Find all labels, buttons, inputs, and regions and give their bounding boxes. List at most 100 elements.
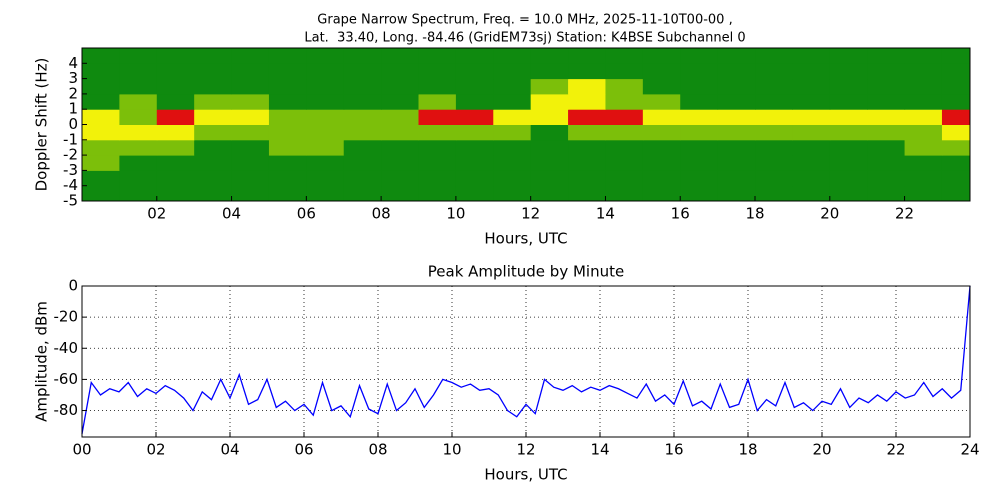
heatmap-cell xyxy=(306,93,345,110)
heatmap-cell xyxy=(755,63,793,80)
heatmap-cell xyxy=(381,63,420,80)
heatmap-cell xyxy=(156,155,195,171)
heatmap-cell xyxy=(306,155,345,171)
heatmap-cell xyxy=(530,48,569,64)
heatmap-cell xyxy=(418,170,457,187)
heatmap-cell xyxy=(642,185,681,201)
x-tick-label: 04 xyxy=(222,205,241,223)
heatmap-cell xyxy=(867,109,906,125)
heatmap-cell xyxy=(829,155,868,171)
heatmap-cell xyxy=(568,170,606,187)
x-tick-label: 06 xyxy=(294,441,313,459)
heatmap-cell xyxy=(867,78,906,95)
heatmap-cell xyxy=(418,48,457,64)
heatmap-cell xyxy=(717,155,756,171)
heatmap-cell xyxy=(568,78,606,95)
heatmap-cell xyxy=(268,124,307,141)
heatmap-cell xyxy=(680,48,719,64)
heatmap-cell xyxy=(119,93,158,110)
heatmap-cell xyxy=(194,78,233,95)
heatmap-cell xyxy=(455,124,494,141)
x-axis-label: Hours, UTC xyxy=(484,230,567,248)
heatmap-cell xyxy=(680,78,719,95)
heatmap-cell xyxy=(455,48,494,64)
heatmap-cell xyxy=(680,63,719,80)
heatmap-cell xyxy=(792,63,831,80)
heatmap-cell xyxy=(755,93,793,110)
heatmap-cell xyxy=(156,170,195,187)
heatmap-cell xyxy=(605,109,644,125)
heatmap-cell xyxy=(381,48,420,64)
heatmap-cell xyxy=(82,78,120,95)
heatmap-cell xyxy=(381,109,420,125)
heatmap-cell xyxy=(381,124,420,141)
heatmap-cell xyxy=(867,48,906,64)
heatmap-cell xyxy=(941,93,970,110)
heatmap-cell xyxy=(82,139,120,156)
heatmap-cell xyxy=(642,78,681,95)
heatmap-cell xyxy=(194,93,233,110)
heatmap-cell xyxy=(418,78,457,95)
heatmap-cell xyxy=(717,139,756,156)
heatmap-cell xyxy=(455,185,494,201)
y-tick-label: -60 xyxy=(54,370,79,388)
heatmap-cell xyxy=(268,93,307,110)
heatmap-cell xyxy=(194,185,233,201)
heatmap-cell xyxy=(268,170,307,187)
heatmap-cell xyxy=(755,155,793,171)
heatmap-cell xyxy=(82,170,120,187)
heatmap-cell xyxy=(493,185,532,201)
heatmap-cell xyxy=(493,139,532,156)
heatmap-cell xyxy=(941,139,970,156)
x-axis-label: Hours, UTC xyxy=(484,466,567,484)
heatmap-cell xyxy=(268,48,307,64)
heatmap-cell xyxy=(717,170,756,187)
heatmap-cell xyxy=(493,124,532,141)
heatmap-cell xyxy=(867,93,906,110)
heatmap-cell xyxy=(755,170,793,187)
heatmap-cell xyxy=(194,48,233,64)
heatmap-cell xyxy=(568,63,606,80)
heatmap-cell xyxy=(306,170,345,187)
x-tick-label: 20 xyxy=(812,441,831,459)
heatmap-cell xyxy=(680,124,719,141)
heatmap-cell xyxy=(493,93,532,110)
heatmap-cell xyxy=(642,124,681,141)
heatmap-cell xyxy=(343,185,382,201)
heatmap-cell xyxy=(231,48,270,64)
heatmap-cell xyxy=(904,48,943,64)
heatmap-cell xyxy=(418,63,457,80)
heatmap-cell xyxy=(119,63,158,80)
x-tick-label: 12 xyxy=(521,205,540,223)
heatmap-cell xyxy=(119,139,158,156)
y-tick-label: 2 xyxy=(68,84,78,102)
heatmap-cell xyxy=(119,124,158,141)
heatmap-cell xyxy=(904,139,943,156)
heatmap-cell xyxy=(642,93,681,110)
heatmap-cell xyxy=(343,109,382,125)
heatmap-cell xyxy=(82,185,120,201)
heatmap-cell xyxy=(82,93,120,110)
heatmap-cell xyxy=(343,155,382,171)
heatmap-cell xyxy=(867,124,906,141)
heatmap-cell xyxy=(343,78,382,95)
heatmap-cell xyxy=(792,124,831,141)
heatmap-cell xyxy=(455,170,494,187)
heatmap-cell xyxy=(829,170,868,187)
heatmap-cell xyxy=(605,155,644,171)
heatmap-cell xyxy=(493,78,532,95)
heatmap-cell xyxy=(231,124,270,141)
x-tick-label: 06 xyxy=(297,205,316,223)
heatmap-cell xyxy=(904,109,943,125)
heatmap-cell xyxy=(306,109,345,125)
heatmap-cell xyxy=(156,109,195,125)
heatmap-cell xyxy=(941,109,970,125)
heatmap-cell xyxy=(268,185,307,201)
heatmap-cell xyxy=(530,139,569,156)
heatmap-cell xyxy=(493,63,532,80)
heatmap-cell xyxy=(568,124,606,141)
heatmap-cell xyxy=(268,139,307,156)
y-tick-label: 1 xyxy=(68,100,78,118)
heatmap-cell xyxy=(904,185,943,201)
heatmap-cell xyxy=(306,78,345,95)
